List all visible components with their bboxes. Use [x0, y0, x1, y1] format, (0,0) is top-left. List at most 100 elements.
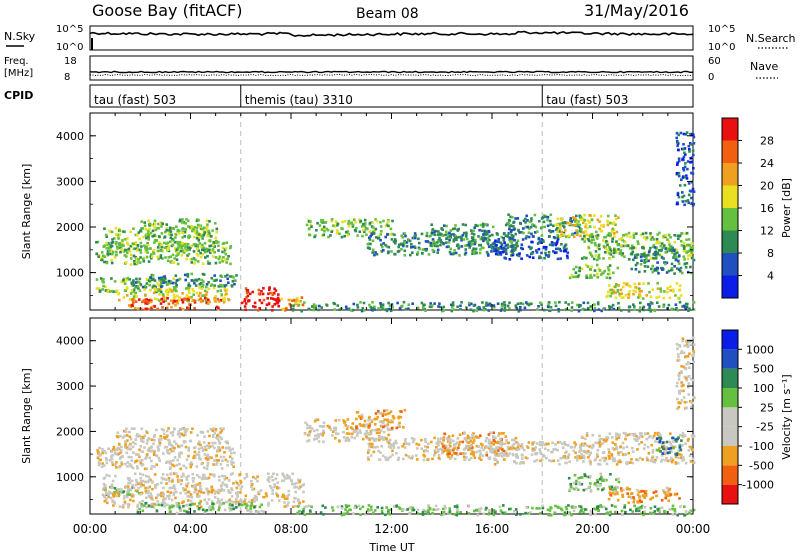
x-axis: 00:00 04:00 08:00 12:00 16:00 20:00 00:00	[73, 522, 711, 536]
data-cluster	[140, 218, 219, 239]
power-panel: 1000 2000 3000 4000 Slant Range [km]	[20, 112, 696, 313]
nsky-panel: N.Sky 10^5 10^0 10^5 10^0 N.Search	[4, 24, 796, 53]
data-cluster	[630, 245, 696, 275]
y-tick-label: 3000	[56, 175, 84, 188]
y-tick-label: 4000	[56, 130, 84, 143]
colorbar-tick-label: 12	[760, 225, 774, 238]
y-tick-label: 3000	[56, 380, 84, 393]
nsky-tick-top: 10^5	[56, 24, 83, 35]
data-cluster	[429, 222, 495, 248]
date-label: 31/May/2016	[584, 1, 689, 20]
data-cluster	[136, 501, 266, 515]
colorbar-swatch	[722, 426, 738, 446]
colorbar-tick-label: 25	[760, 401, 774, 414]
x-tick-label: 04:00	[173, 522, 208, 536]
colorbar-swatch	[722, 446, 738, 466]
data-cluster	[607, 486, 681, 504]
colorbar-swatch	[722, 163, 738, 186]
data-cluster	[567, 472, 621, 493]
freq-panel: Freq. [MHz] 18 8 60 0 Nave	[4, 55, 778, 83]
power-colorbar: 4 8 12 16 20 24 28 Power [dB]	[721, 117, 793, 299]
x-tick-label: 00:00	[73, 522, 108, 536]
data-cluster	[568, 263, 620, 280]
cpid-panel: CPID tau (fast) 503 themis (tau) 3310 tau …	[4, 84, 694, 108]
data-cluster	[115, 427, 231, 452]
nsearch-tick-bottom: 10^0	[708, 42, 735, 53]
data-cluster	[305, 218, 394, 239]
data-cluster	[441, 431, 508, 457]
x-tick-label: 20:00	[575, 522, 610, 536]
data-cluster	[240, 286, 281, 312]
freq-tick-top: 18	[64, 56, 77, 67]
nave-label: Nave	[750, 60, 778, 73]
colorbar-tick-label: -1000	[742, 479, 774, 492]
nsky-label: N.Sky	[4, 30, 36, 43]
x-axis-label: Time UT	[368, 541, 414, 554]
nsky-tick-bottom: 10^0	[56, 42, 83, 53]
colorbar-tick-label: 28	[760, 135, 774, 148]
colorbar-tick-label: -25	[756, 421, 774, 434]
colorbar-swatch	[722, 407, 738, 427]
colorbar-swatch	[722, 118, 738, 141]
data-cluster	[655, 436, 683, 457]
colorbar-swatch	[722, 330, 738, 350]
cpid-segment-label: themis (tau) 3310	[245, 93, 353, 107]
y-tick-label: 1000	[56, 267, 84, 280]
y-axis-label: Slant Range [km]	[20, 164, 33, 260]
colorbar-tick-label: -500	[749, 459, 774, 472]
colorbar-label: Power [dB]	[780, 178, 793, 238]
colorbar-swatch	[722, 140, 738, 163]
colorbar-swatch	[722, 230, 738, 253]
x-tick-label: 12:00	[374, 522, 409, 536]
y-tick-label: 2000	[56, 425, 84, 438]
colorbar-swatch	[722, 465, 738, 485]
nsearch-tick-top: 10^5	[708, 24, 735, 35]
data-cluster	[102, 472, 306, 509]
colorbar-swatch	[722, 388, 738, 408]
colorbar-tick-label: 4	[767, 270, 774, 283]
data-cluster	[127, 296, 231, 311]
colorbar-swatch	[722, 208, 738, 231]
freq-trace	[89, 70, 694, 74]
nave-tick-bottom: 0	[708, 72, 714, 83]
colorbar-tick-label: 100	[753, 382, 774, 395]
colorbar-tick-label: 1000	[746, 343, 774, 356]
y-tick-label: 2000	[56, 221, 84, 234]
colorbar-tick-label: -100	[749, 440, 774, 453]
data-cluster	[292, 300, 696, 313]
data-cluster	[555, 213, 620, 239]
colorbar-tick-label: 20	[760, 180, 774, 193]
x-tick-label: 08:00	[274, 522, 309, 536]
nave-trace	[89, 73, 694, 77]
colorbar-swatch	[722, 253, 738, 276]
x-tick-label: 16:00	[475, 522, 510, 536]
y-axis-label: Slant Range [km]	[20, 368, 33, 464]
colorbar-swatch	[722, 185, 738, 208]
data-cluster	[296, 504, 696, 517]
data-cluster	[580, 231, 695, 262]
freq-unit-label: [MHz]	[4, 68, 33, 79]
nsky-trace	[89, 30, 694, 38]
colorbar-tick-label: 8	[767, 247, 774, 260]
station-title: Goose Bay (fitACF)	[92, 1, 242, 20]
velocity-panel: 1000 2000 3000 4000 Slant Range [km]	[20, 317, 696, 517]
colorbar-tick-label: 24	[760, 157, 774, 170]
data-cluster	[493, 440, 583, 466]
freq-label: Freq.	[4, 56, 29, 67]
data-cluster	[605, 281, 683, 300]
colorbar-label: Velocity [m s⁻¹]	[780, 374, 793, 459]
x-tick-label: 00:00	[676, 522, 711, 536]
colorbar-tick-label: 16	[760, 202, 774, 215]
cpid-segment-label: tau (fast) 503	[546, 93, 628, 107]
data-cluster	[355, 408, 407, 430]
colorbar-swatch	[722, 275, 738, 298]
y-tick-label: 4000	[56, 335, 84, 348]
nave-tick-top: 60	[708, 56, 721, 67]
data-cluster	[103, 227, 219, 253]
colorbar-tick-label: 500	[753, 363, 774, 376]
velocity-colorbar: -1000 -500 -100 -25 25 100 500 1000 Velocity [m …	[721, 329, 793, 505]
data-cluster	[580, 431, 696, 466]
cpid-segment-label: tau (fast) 503	[94, 93, 176, 107]
